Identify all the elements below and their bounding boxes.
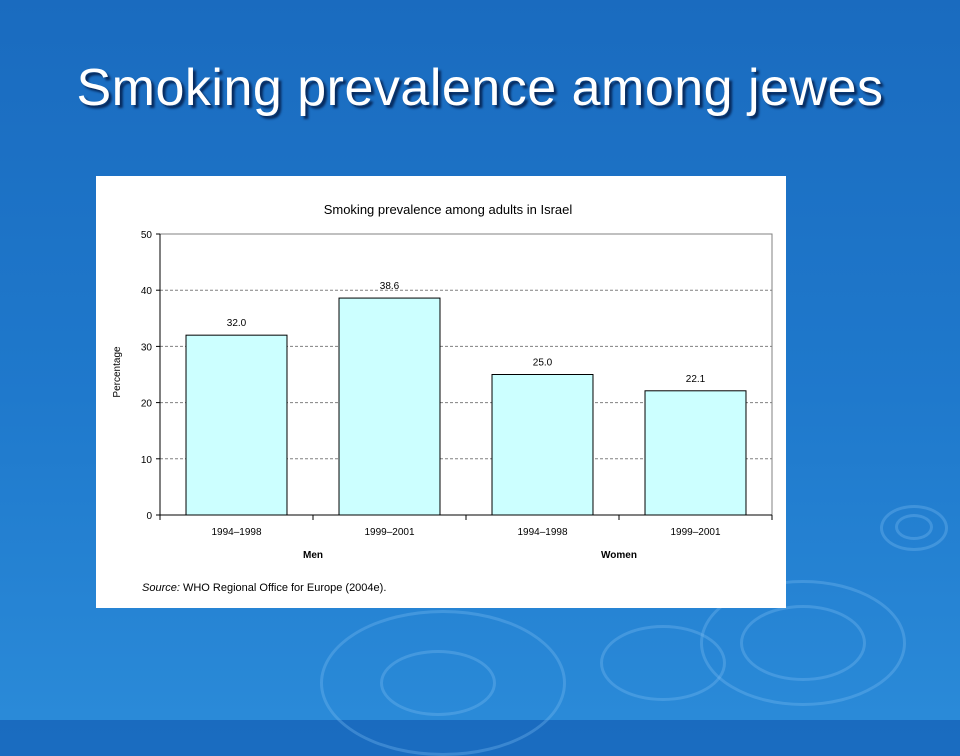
data-label: 22.1 (686, 374, 706, 385)
source-label: Source: (142, 582, 180, 594)
y-tick-label: 50 (141, 230, 153, 241)
x-tick-label: 1994–1998 (517, 527, 567, 538)
bar (338, 297, 441, 516)
x-tick-label: 1999–2001 (364, 527, 414, 538)
source-text: WHO Regional Office for Europe (2004e). (182, 582, 387, 594)
ripple-decoration (740, 605, 866, 681)
slide-title: Smoking prevalence among jewes (76, 59, 884, 117)
y-tick-label: 10 (141, 455, 153, 466)
x-group-label: Women (601, 550, 637, 561)
bar-chart: Smoking prevalence among adults in Israe… (112, 202, 773, 561)
chart-title: Smoking prevalence among adults in Israe… (324, 202, 573, 217)
x-group-label: Men (303, 550, 323, 561)
data-label: 32.0 (227, 318, 247, 329)
y-tick-label: 40 (141, 286, 153, 297)
ripple-decoration (380, 650, 496, 716)
bar (491, 374, 594, 516)
y-tick-label: 30 (141, 342, 153, 353)
data-label: 38.6 (380, 281, 400, 292)
data-label: 25.0 (533, 358, 553, 369)
ripple-decoration (600, 625, 726, 701)
chart-source: Source: WHO Regional Office for Europe (… (142, 582, 386, 594)
x-tick-label: 1994–1998 (211, 527, 261, 538)
ripple-decoration (880, 505, 948, 551)
chart-panel: Smoking prevalence among adults in Israe… (96, 176, 786, 608)
x-tick-label: 1999–2001 (670, 527, 720, 538)
y-tick-label: 0 (146, 511, 152, 522)
y-axis-label: Percentage (112, 346, 123, 398)
y-tick-label: 20 (141, 399, 153, 410)
bar (644, 390, 747, 516)
bar (185, 334, 288, 516)
ripple-decoration (895, 514, 933, 540)
